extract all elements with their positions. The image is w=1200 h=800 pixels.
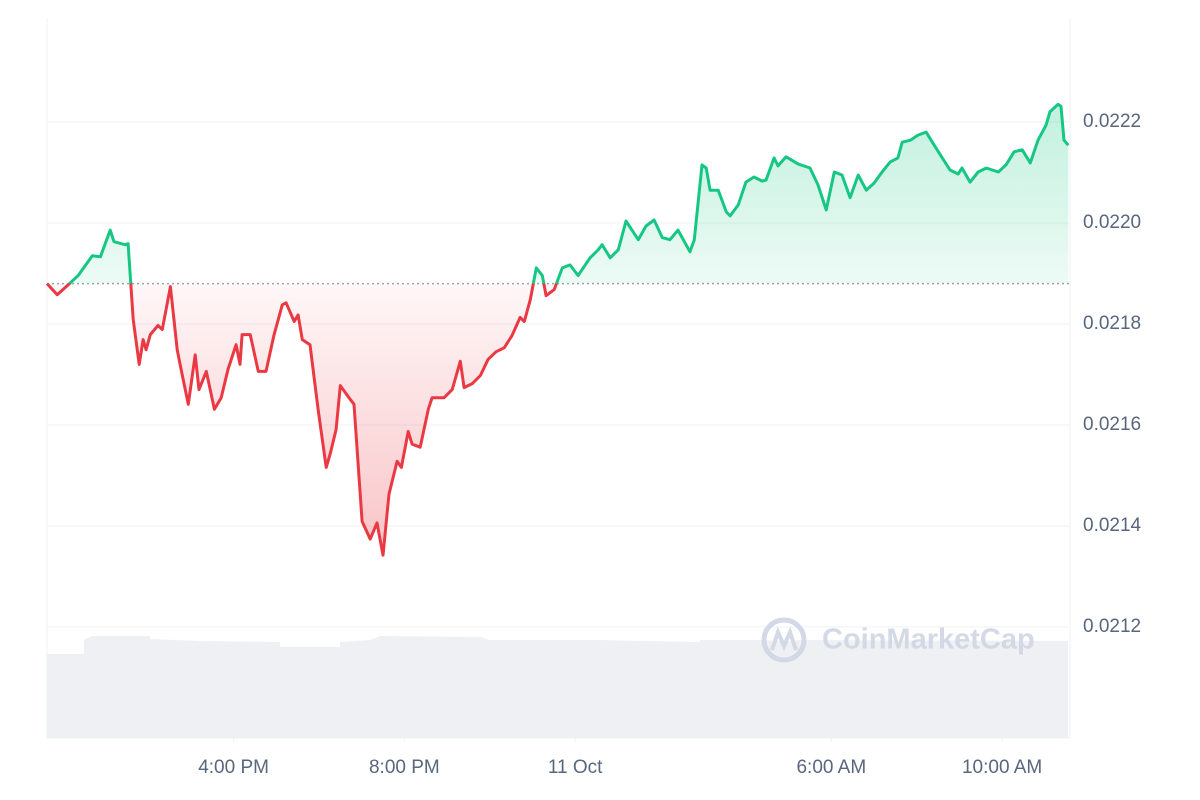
watermark-text: CoinMarketCap: [822, 624, 1035, 656]
y-tick-label: 0.0218: [1083, 313, 1141, 334]
watermark-logo: [761, 617, 807, 663]
y-tick-label: 0.0222: [1083, 111, 1141, 132]
x-tick-label: 8:00 PM: [369, 757, 440, 778]
y-tick-label: 0.0220: [1083, 212, 1141, 233]
price-line: [45, 102, 1070, 557]
x-tick-label: 11 Oct: [548, 757, 603, 778]
x-tick-label: 4:00 PM: [198, 757, 269, 778]
volume-area: [47, 636, 1068, 738]
area-fill: [47, 104, 1069, 556]
y-tick-label: 0.0216: [1083, 414, 1141, 435]
watermark: CoinMarketCap: [761, 617, 1035, 663]
x-tick-label: 10:00 AM: [962, 757, 1042, 778]
x-tick-label: 6:00 AM: [796, 757, 866, 778]
y-tick-label: 0.0212: [1083, 616, 1141, 637]
watermark-logo-mark: [770, 626, 798, 652]
y-tick-label: 0.0214: [1083, 515, 1142, 536]
